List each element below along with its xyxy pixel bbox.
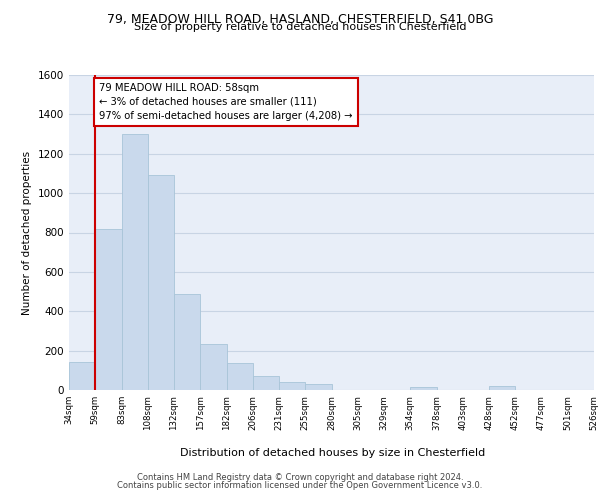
Bar [121, 134, 148, 390]
Bar [489, 386, 515, 390]
Text: 79, MEADOW HILL ROAD, HASLAND, CHESTERFIELD, S41 0BG: 79, MEADOW HILL ROAD, HASLAND, CHESTERFI… [107, 12, 493, 26]
Text: Distribution of detached houses by size in Chesterfield: Distribution of detached houses by size … [181, 448, 485, 458]
Text: Size of property relative to detached houses in Chesterfield: Size of property relative to detached ho… [134, 22, 466, 32]
Text: Contains public sector information licensed under the Open Government Licence v3: Contains public sector information licen… [118, 481, 482, 490]
Bar [200, 344, 227, 390]
Bar [305, 384, 331, 390]
Text: Contains HM Land Registry data © Crown copyright and database right 2024.: Contains HM Land Registry data © Crown c… [137, 472, 463, 482]
Bar [174, 294, 200, 390]
Bar [227, 364, 253, 390]
Text: 79 MEADOW HILL ROAD: 58sqm
← 3% of detached houses are smaller (111)
97% of semi: 79 MEADOW HILL ROAD: 58sqm ← 3% of detac… [99, 83, 353, 121]
Bar [279, 382, 305, 390]
Bar [253, 376, 279, 390]
Y-axis label: Number of detached properties: Number of detached properties [22, 150, 32, 314]
Bar [69, 362, 95, 390]
Bar [410, 387, 437, 390]
Bar [148, 176, 174, 390]
Bar [95, 228, 121, 390]
